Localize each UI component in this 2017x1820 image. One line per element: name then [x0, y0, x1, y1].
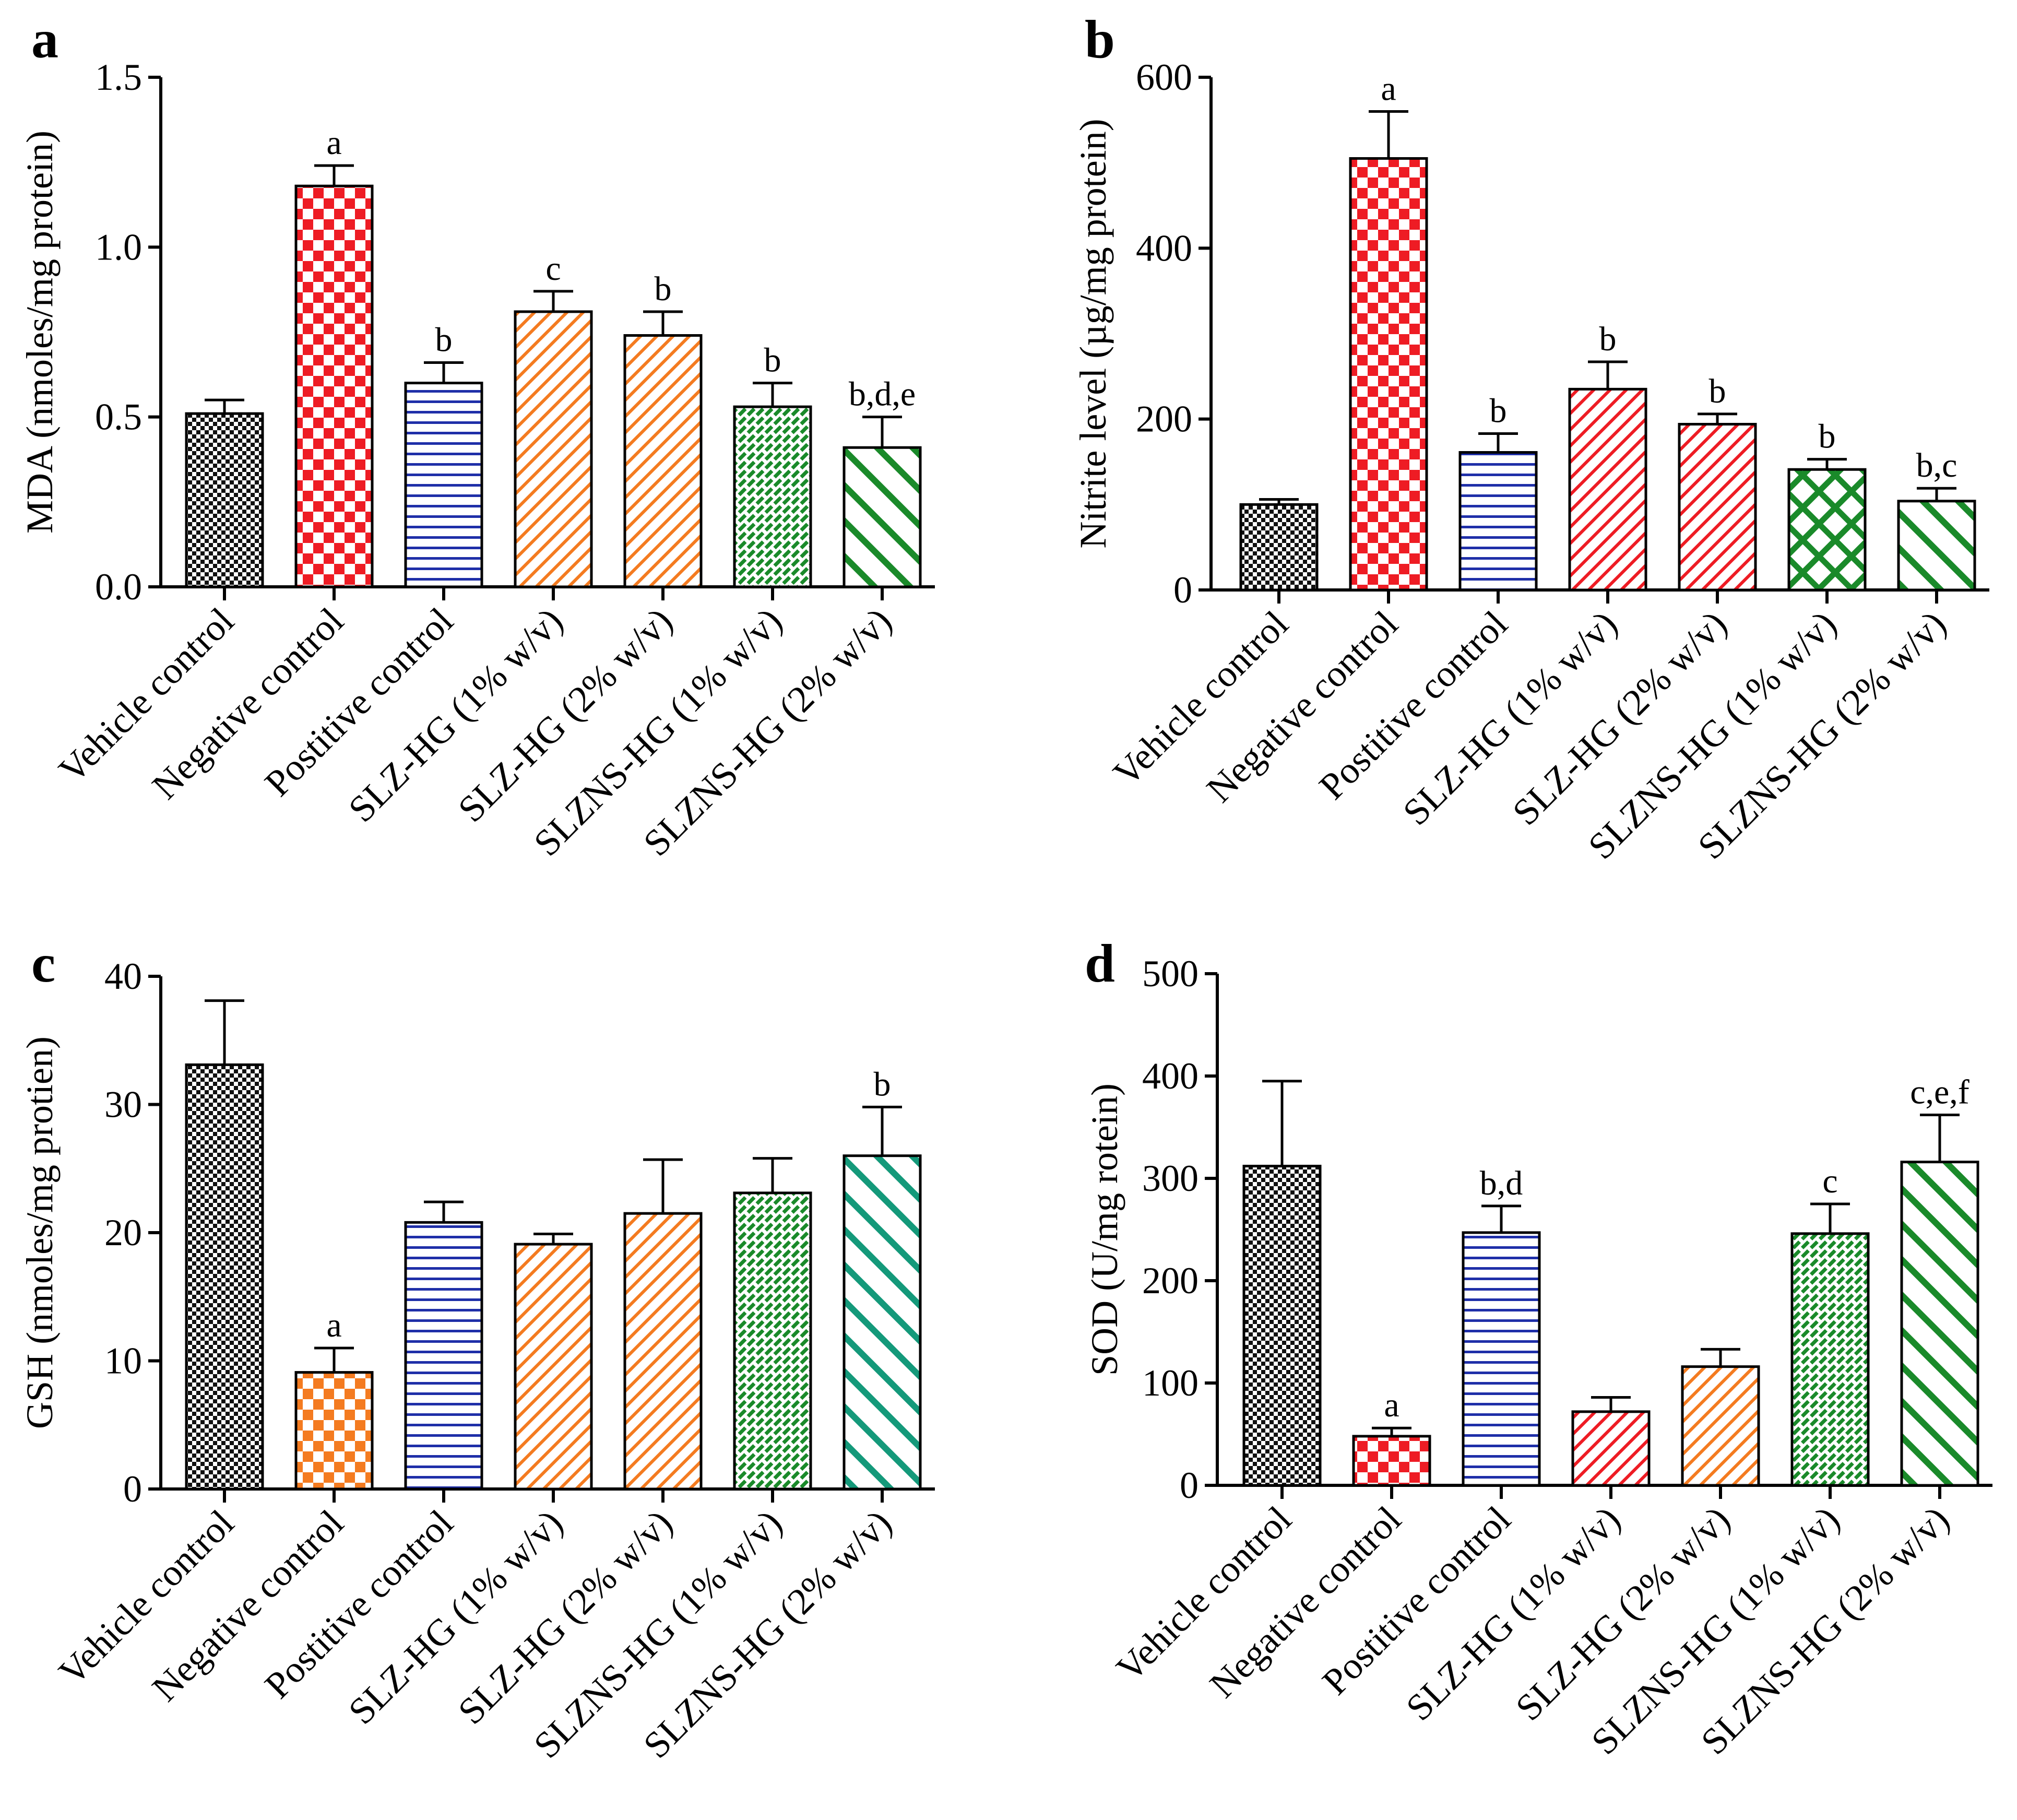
- significance-label: c: [1822, 1162, 1837, 1200]
- category-label: Negative control: [144, 600, 351, 807]
- panel-letter: b: [1085, 9, 1115, 69]
- bar: [1458, 451, 1538, 592]
- significance-label: a: [326, 124, 341, 162]
- significance-label: a: [1381, 69, 1396, 108]
- panel-letter: c: [31, 933, 55, 994]
- significance-label: b: [655, 270, 672, 308]
- bar: [294, 184, 374, 588]
- bar: [733, 405, 812, 588]
- bar: [1352, 1435, 1431, 1487]
- bar: [733, 1191, 812, 1491]
- panel-letter: d: [1085, 933, 1115, 994]
- significance-label: b: [874, 1065, 891, 1103]
- y-tick-label: 30: [104, 1084, 142, 1126]
- bar: [1900, 1161, 1979, 1487]
- y-tick-label: 0: [123, 1468, 142, 1510]
- y-tick-label: 10: [104, 1340, 142, 1382]
- y-tick-label: 200: [1142, 1260, 1199, 1302]
- y-tick-label: 0.5: [95, 396, 142, 438]
- bar: [1790, 1232, 1870, 1487]
- y-tick-label: 40: [104, 955, 142, 997]
- bar: [1239, 503, 1319, 592]
- bar: [404, 382, 483, 588]
- bar: [294, 1371, 374, 1491]
- bar: [1897, 500, 1976, 592]
- significance-label: b: [1819, 418, 1836, 456]
- y-tick-label: 200: [1136, 398, 1192, 440]
- significance-label: c: [545, 250, 561, 288]
- panel-letter: a: [31, 9, 58, 69]
- panel-b-nitrite-chart: b 0 200 400 600 Nitrite level (µg/mg protein)…: [1072, 9, 1989, 867]
- category-label: Negative control: [144, 1502, 351, 1709]
- significance-label: b: [1709, 372, 1726, 410]
- y-tick-label: 0.0: [95, 566, 142, 608]
- bar: [514, 310, 593, 588]
- significance-label: b,d,e: [849, 375, 916, 413]
- significance-label: b: [1599, 320, 1617, 358]
- bar: [1242, 1164, 1322, 1487]
- category-label: Postitive control: [1311, 603, 1516, 808]
- bar: [404, 1221, 483, 1491]
- y-tick-label: 0: [1180, 1464, 1199, 1506]
- significance-label: a: [326, 1306, 341, 1344]
- y-tick-label: 500: [1142, 953, 1199, 995]
- y-tick-label: 400: [1136, 227, 1192, 269]
- y-tick-label: 20: [104, 1212, 142, 1254]
- bar: [185, 1063, 264, 1491]
- category-label: Postitive control: [1314, 1498, 1519, 1703]
- significance-label: a: [1384, 1386, 1399, 1424]
- y-tick-label: 1.0: [95, 226, 142, 268]
- y-axis-title: SOD (U/mg rotein): [1084, 1083, 1125, 1376]
- significance-label: b: [764, 341, 781, 380]
- y-axis-title: Nitrite level (µg/mg protein): [1072, 119, 1114, 548]
- bar: [843, 446, 922, 588]
- bar: [185, 412, 264, 588]
- bar: [1349, 157, 1428, 592]
- bar: [514, 1243, 593, 1491]
- significance-label: b: [1490, 392, 1507, 430]
- significance-label: b,c: [1916, 446, 1957, 484]
- significance-label: c,e,f: [1910, 1073, 1969, 1111]
- bar: [623, 334, 703, 588]
- y-tick-label: 100: [1142, 1362, 1199, 1404]
- bar: [843, 1154, 922, 1491]
- bar: [1678, 422, 1757, 592]
- y-tick-label: 600: [1136, 56, 1192, 98]
- y-tick-label: 0: [1173, 569, 1192, 611]
- bar: [623, 1212, 703, 1491]
- bar: [1568, 387, 1647, 592]
- bar: [1681, 1365, 1760, 1487]
- bar: [1787, 468, 1867, 592]
- y-axis-title: GSH (nmoles/mg protien): [19, 1036, 61, 1429]
- y-tick-label: 1.5: [95, 56, 142, 98]
- significance-label: b,d: [1480, 1164, 1523, 1202]
- significance-label: b: [435, 321, 453, 359]
- y-tick-label: 400: [1142, 1055, 1199, 1097]
- category-label: Postitive control: [257, 1502, 461, 1707]
- category-label: Negative control: [1202, 1498, 1409, 1706]
- bar: [1571, 1410, 1651, 1487]
- category-label: Postitive control: [257, 600, 461, 805]
- y-tick-label: 300: [1142, 1157, 1199, 1199]
- y-axis-title: MDA (nmoles/mg protein): [19, 131, 61, 534]
- category-label: Negative control: [1199, 603, 1406, 810]
- bar: [1462, 1231, 1541, 1487]
